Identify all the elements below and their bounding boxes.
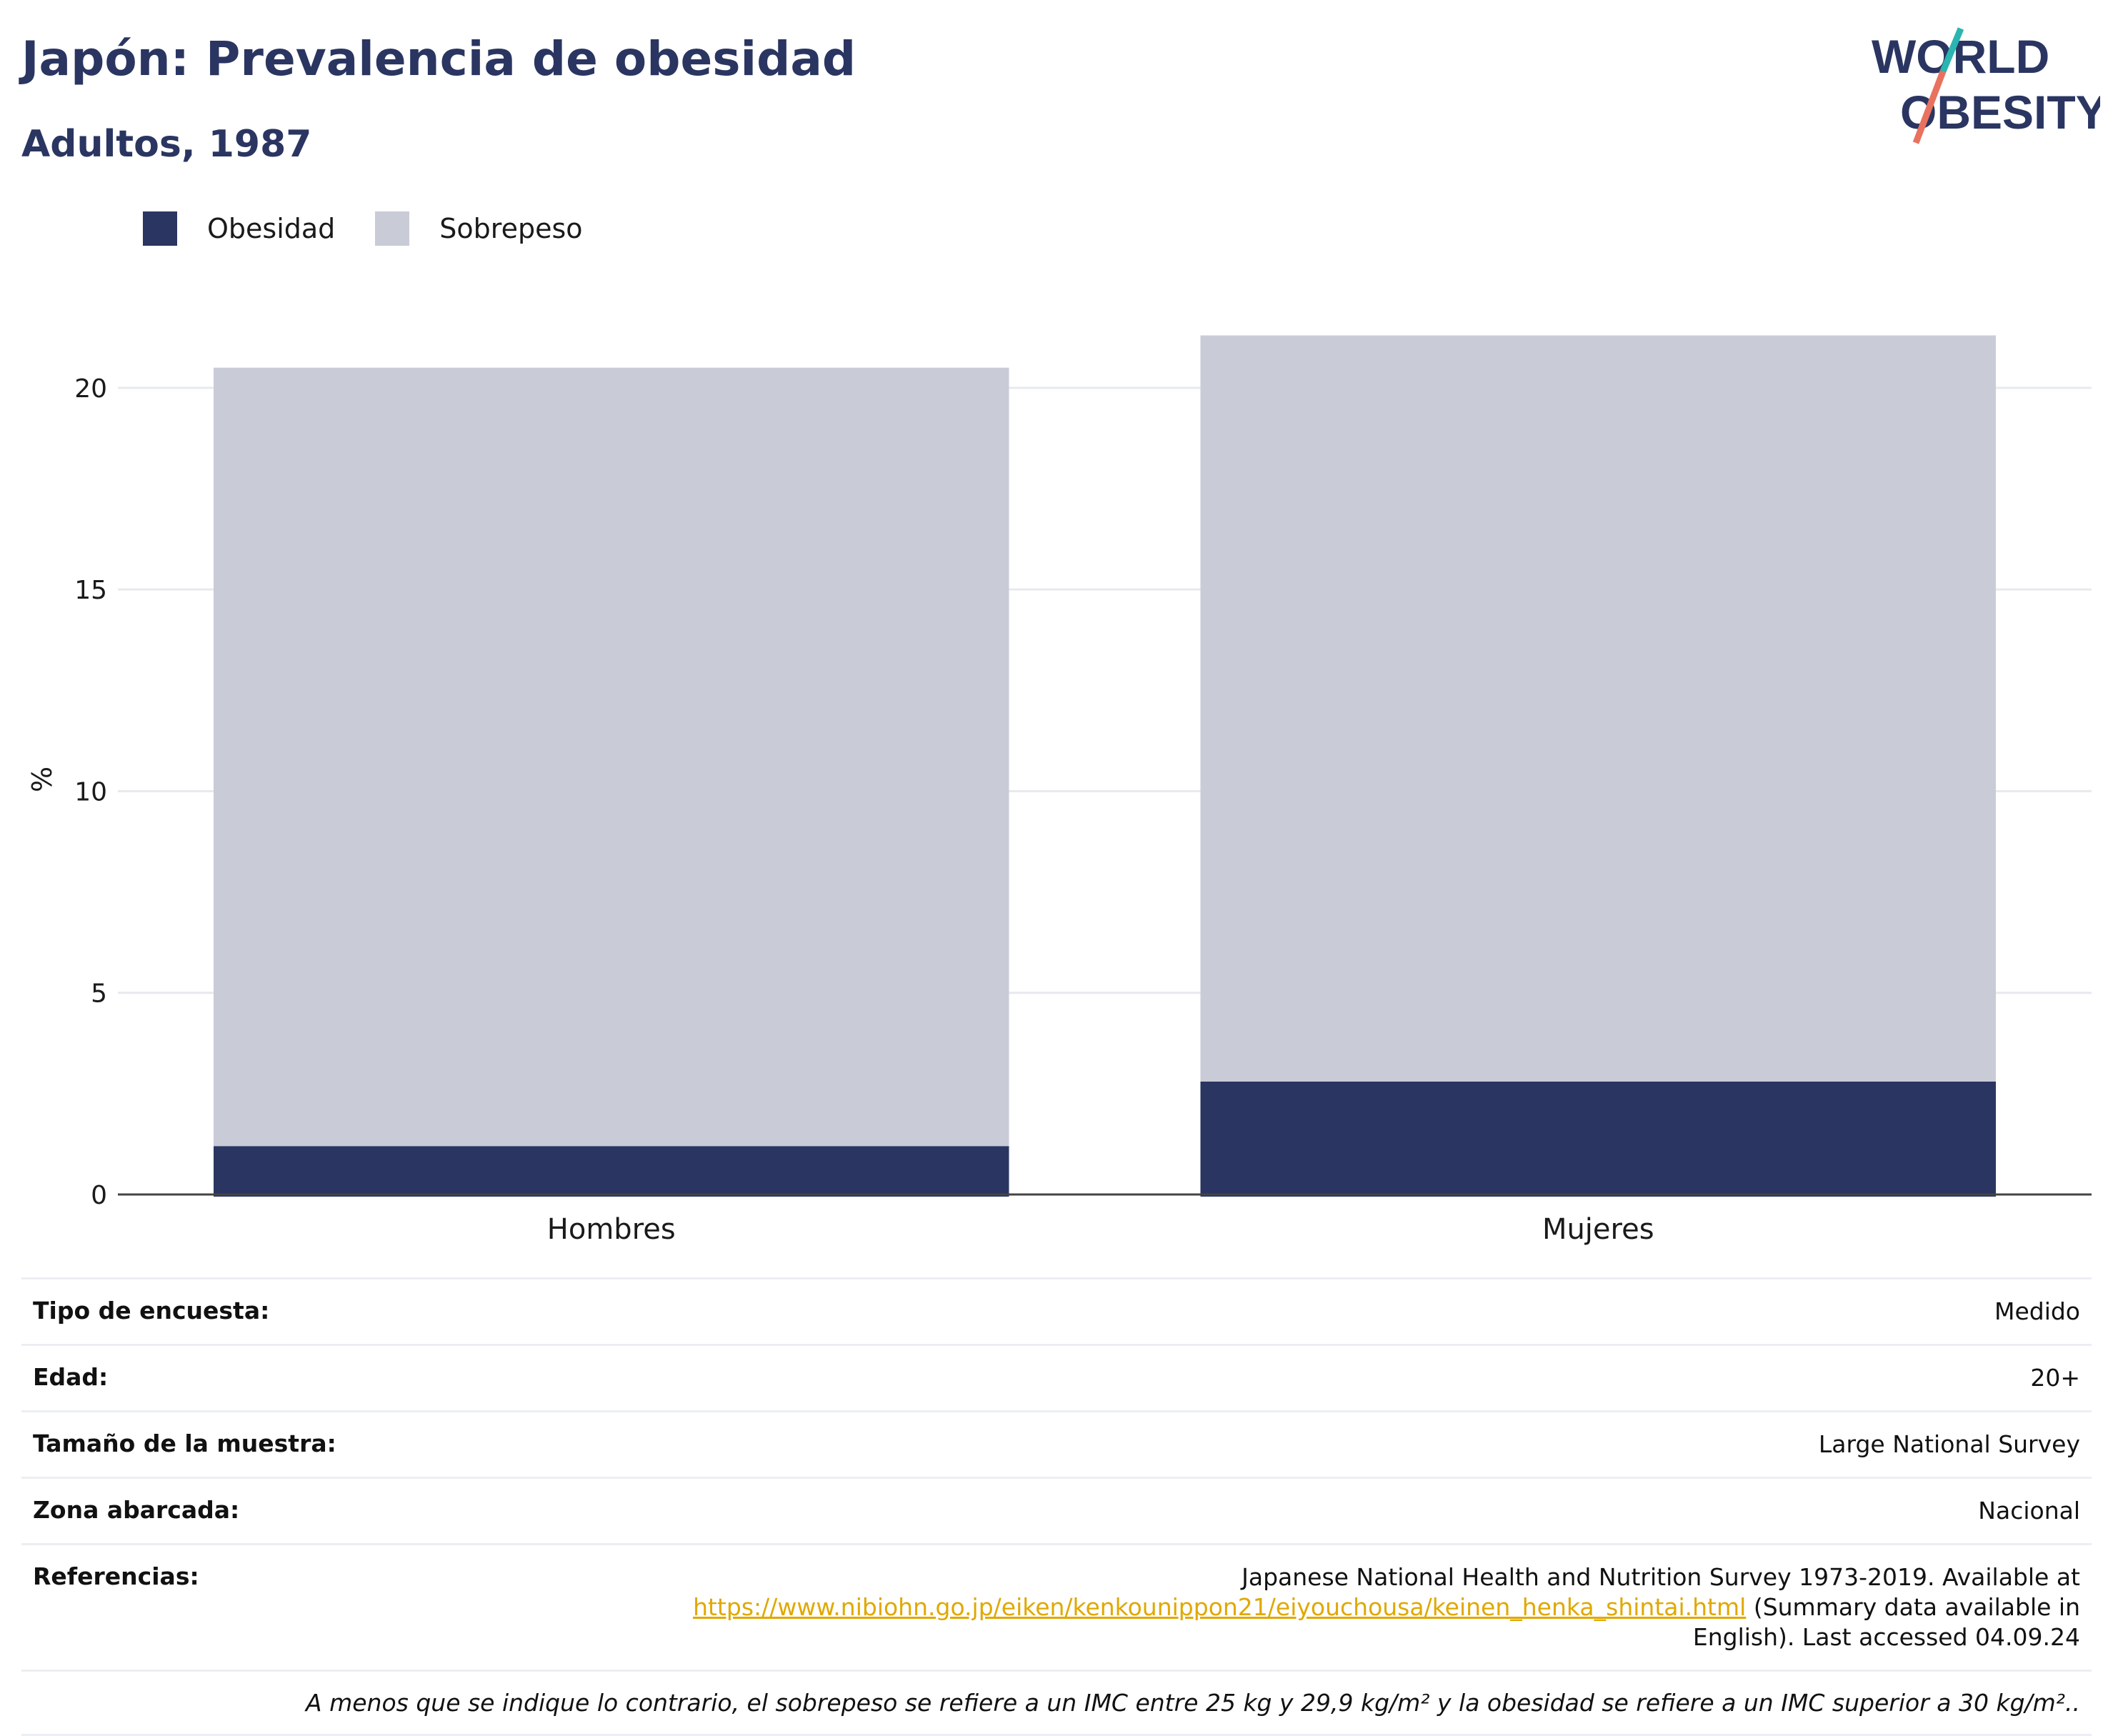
legend-label-obesidad: Obesidad (207, 213, 336, 244)
references-text-after: (Summary data available in English). Las… (1692, 1593, 2080, 1651)
logo-slash-teal (1939, 27, 1964, 73)
bar-obesidad-hombres (214, 1146, 1009, 1197)
y-tick-label: 5 (91, 979, 107, 1009)
info-key: Tipo de encuesta: (33, 1297, 270, 1325)
bar-sobrepeso-hombres (214, 367, 1009, 1147)
y-tick-label: 0 (91, 1181, 107, 1210)
y-axis-label: % (26, 767, 58, 792)
info-value: Medido (1994, 1297, 2080, 1325)
info-value: Large National Survey (1818, 1430, 2080, 1458)
page-title: Japón: Prevalencia de obesidad (21, 31, 856, 86)
bar-obesidad-mujeres (1200, 1081, 1996, 1197)
info-value: Nacional (1978, 1497, 2080, 1525)
info-key: Edad: (33, 1363, 109, 1391)
chart-legend: Obesidad Sobrepeso (143, 211, 623, 246)
info-footnote-row: A menos que se indique lo contrario, el … (21, 1670, 2092, 1736)
legend-swatch-obesidad (143, 211, 177, 246)
y-tick-label: 10 (74, 777, 107, 807)
survey-info-table: Tipo de encuesta: Medido Edad: 20+ Tamañ… (21, 1277, 2092, 1736)
y-tick-label: 15 (74, 576, 107, 605)
info-row-survey-type: Tipo de encuesta: Medido (21, 1277, 2092, 1344)
logo-slash-coral (1912, 70, 1947, 144)
x-tick-label: Mujeres (1542, 1213, 1654, 1246)
world-obesity-logo: WORLD OBESITY (1872, 27, 2100, 144)
info-row-references: Referencias: Japanese National Health an… (21, 1543, 2092, 1670)
info-row-coverage: Zona abarcada: Nacional (21, 1477, 2092, 1543)
footnote: A menos que se indique lo contrario, el … (306, 1689, 2080, 1717)
references-value: Japanese National Health and Nutrition S… (616, 1562, 2080, 1652)
info-key: Zona abarcada: (33, 1496, 240, 1524)
x-tick-label: Hombres (547, 1213, 676, 1246)
references-text-before: Japanese National Health and Nutrition S… (1242, 1563, 2080, 1591)
info-value: 20+ (2030, 1364, 2080, 1392)
info-row-sample-size: Tamaño de la muestra: Large National Sur… (21, 1410, 2092, 1477)
references-link[interactable]: https://www.nibiohn.go.jp/eiken/kenkouni… (693, 1593, 1747, 1621)
page-subtitle: Adultos, 1987 (21, 123, 312, 166)
y-tick-label: 20 (74, 374, 107, 404)
logo-line1: WORLD (1872, 30, 2049, 83)
bar-sobrepeso-mujeres (1200, 335, 1996, 1082)
legend-item-sobrepeso: Sobrepeso (375, 211, 583, 246)
legend-swatch-sobrepeso (375, 211, 410, 246)
info-key: Referencias: (33, 1562, 199, 1590)
info-row-age: Edad: 20+ (21, 1344, 2092, 1410)
stacked-bar-chart: 0 5 10 15 20% Hombres Mujeres (26, 335, 2092, 1246)
info-key: Tamaño de la muestra: (33, 1430, 336, 1457)
legend-item-obesidad: Obesidad (143, 211, 335, 246)
legend-label-sobrepeso: Sobrepeso (439, 213, 583, 244)
